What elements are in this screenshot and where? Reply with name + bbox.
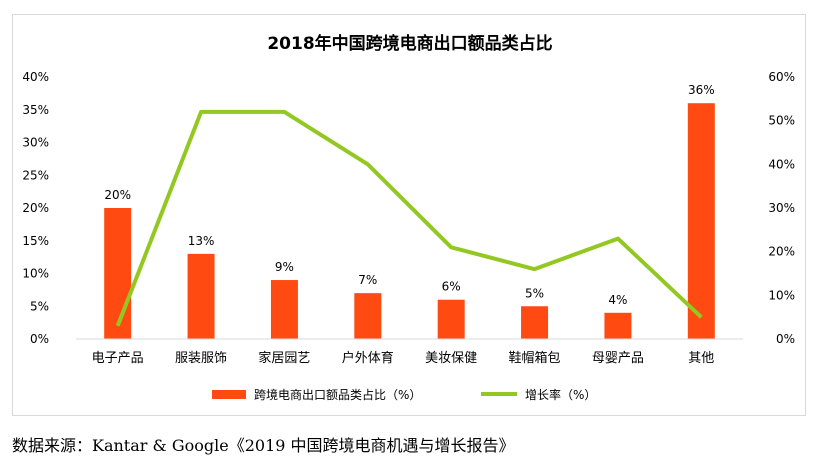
left-y-tick-label: 25% (22, 168, 49, 182)
x-category-label: 家居园艺 (258, 350, 310, 366)
bar-data-label: 5% (525, 286, 544, 300)
left-y-tick-label: 15% (22, 234, 49, 248)
left-y-tick-label: 40% (22, 70, 49, 84)
x-category-label: 户外体育 (342, 350, 394, 366)
source-note: 数据来源：Kantar & Google《2019 中国跨境电商机遇与增长报告》 (12, 436, 515, 455)
right-y-tick-label: 40% (768, 157, 795, 171)
bar-data-label: 7% (358, 273, 377, 287)
right-y-tick-label: 0% (776, 332, 795, 346)
x-category-label: 服装服饰 (175, 351, 227, 366)
left-y-tick-label: 20% (22, 201, 49, 215)
left-y-tick-label: 5% (30, 299, 49, 313)
right-y-tick-label: 10% (768, 288, 795, 302)
right-y-axis: 0% 10% 20% 30% 40% 50% 60% (768, 70, 795, 346)
bar-data-label: 4% (608, 293, 627, 307)
right-y-tick-label: 60% (768, 70, 795, 84)
left-y-axis: 0% 5% 10% 15% 20% 25% 30% 35% 40% (22, 70, 49, 346)
right-y-tick-label: 50% (768, 114, 795, 128)
legend-label-bar: 跨境电商出口额品类占比（%） (254, 387, 421, 402)
chart-title: 2018年中国跨境电商出口额品类占比 (267, 33, 552, 54)
bar-series: 20% 13% 9% 7% 6% 5% 4% 36% (104, 83, 715, 339)
bar-data-label: 6% (442, 280, 461, 294)
bar (187, 253, 215, 339)
bar-data-label: 9% (275, 260, 294, 274)
right-y-tick-label: 30% (768, 201, 795, 215)
legend-label-line: 增长率（%） (525, 387, 596, 402)
x-category-label: 美妆保健 (425, 351, 477, 366)
bar-data-label: 36% (688, 83, 715, 97)
bar-data-label: 20% (104, 188, 131, 202)
x-category-label: 母婴产品 (592, 351, 644, 366)
x-axis: 电子产品 服装服饰 家居园艺 户外体育 美妆保健 鞋帽箱包 母婴产品 其他 (76, 338, 743, 366)
bar (604, 312, 632, 339)
growth-rate-line (115, 109, 703, 327)
x-category-label: 其他 (688, 351, 714, 366)
left-y-tick-label: 10% (22, 267, 49, 281)
right-y-tick-label: 20% (768, 245, 795, 259)
left-y-tick-label: 35% (22, 103, 49, 117)
legend: 跨境电商出口额品类占比（%） 增长率（%） (212, 387, 596, 402)
bar-data-label: 13% (188, 234, 215, 248)
legend-swatch-bar (212, 390, 246, 399)
bar (521, 306, 549, 339)
bar (354, 293, 382, 339)
x-category-label: 电子产品 (92, 351, 144, 366)
line-series (115, 109, 703, 327)
bar (104, 208, 132, 339)
chart-container: 2018年中国跨境电商出口额品类占比 0% 5% 10% 15% 20% 25% 30% 35… (12, 14, 806, 416)
x-category-label: 鞋帽箱包 (509, 350, 561, 366)
bar (437, 299, 465, 339)
left-y-tick-label: 0% (30, 332, 49, 346)
bar (270, 280, 298, 339)
chart-svg: 2018年中国跨境电商出口额品类占比 0% 5% 10% 15% 20% 25% 30% 35… (22, 33, 795, 402)
bar (687, 103, 715, 339)
left-y-tick-label: 30% (22, 136, 49, 150)
